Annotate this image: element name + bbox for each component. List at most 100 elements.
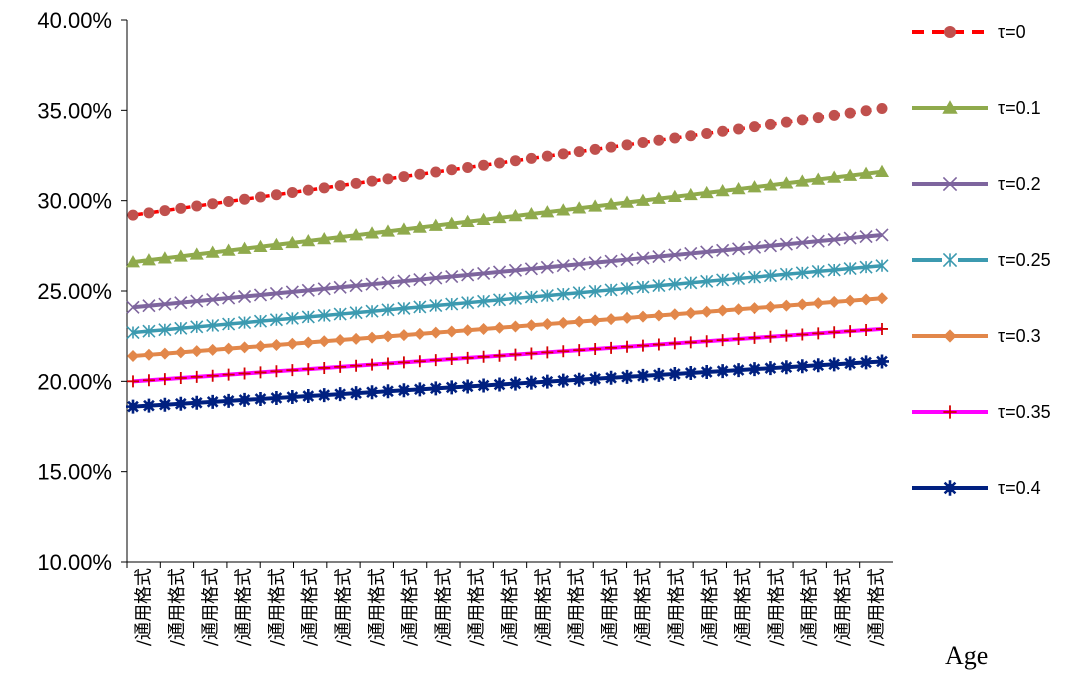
data-point (239, 193, 251, 205)
data-point (716, 334, 729, 347)
data-point (333, 307, 347, 321)
data-point-core (447, 383, 456, 392)
data-point (572, 257, 586, 271)
data-point (492, 210, 507, 224)
data-point (333, 230, 348, 243)
data-point (733, 123, 745, 135)
data-point (843, 231, 857, 245)
data-point (589, 343, 602, 356)
data-point (222, 291, 236, 305)
data-point (158, 347, 171, 360)
data-point (158, 297, 172, 311)
x-tick-label: /通用格式 (367, 568, 388, 646)
data-point (764, 118, 776, 130)
data-point (460, 214, 475, 227)
data-point (301, 310, 315, 324)
data-point (142, 299, 156, 313)
data-point (429, 354, 442, 367)
data-point (254, 366, 267, 379)
data-point-core (718, 367, 727, 376)
data-point (605, 313, 618, 326)
data-point (446, 164, 458, 176)
data-point (174, 371, 187, 384)
y-tick-label: 40.00% (37, 8, 112, 33)
legend-entry-2: τ=0.2 (912, 174, 1041, 194)
data-point (205, 245, 220, 258)
data-point (524, 290, 538, 304)
data-point (494, 157, 506, 169)
legend-entry-3: τ=0.25 (912, 250, 1051, 270)
data-point-core (670, 369, 679, 378)
legend-entry-1: τ=0.1 (912, 98, 1041, 118)
data-point-core (192, 398, 201, 407)
data-point (366, 331, 379, 344)
data-point-core (352, 389, 361, 398)
data-point (492, 265, 507, 279)
series-4 (127, 292, 888, 363)
data-point-core (543, 377, 552, 386)
data-point (381, 276, 395, 290)
y-tick-label: 15.00% (37, 460, 112, 485)
legend-label: τ=0.2 (998, 174, 1041, 194)
data-point (828, 326, 841, 339)
data-point (621, 311, 634, 324)
series-3 (126, 259, 889, 340)
data-point (684, 246, 698, 261)
data-point (652, 249, 666, 264)
data-point (318, 335, 331, 348)
data-point (683, 187, 698, 201)
x-tick-label: /通用格式 (167, 568, 188, 646)
series-line (132, 233, 883, 310)
data-point (637, 137, 649, 149)
data-point (589, 314, 602, 327)
data-point-core (623, 372, 632, 381)
data-point (430, 166, 442, 178)
data-point (668, 337, 681, 350)
data-point (221, 243, 236, 256)
data-point (827, 233, 841, 247)
x-tick-label: /通用格式 (200, 568, 221, 646)
x-tick-label: /通用格式 (766, 568, 787, 646)
data-point-core (814, 361, 823, 370)
data-point (222, 317, 236, 331)
data-point-core (240, 395, 249, 404)
data-point (317, 308, 331, 323)
data-point (190, 294, 204, 308)
data-point-core (160, 400, 169, 409)
series-line (132, 263, 883, 335)
data-point (605, 341, 618, 354)
data-point (413, 300, 427, 314)
data-point (173, 249, 188, 262)
data-point-core (766, 364, 775, 373)
data-point (508, 263, 523, 277)
data-point (636, 251, 650, 265)
data-point (524, 207, 539, 220)
data-point (763, 239, 778, 253)
data-point (206, 318, 220, 333)
data-point (700, 305, 713, 318)
data-point (763, 269, 778, 283)
data-point (254, 340, 267, 353)
data-point (509, 155, 521, 167)
data-point (860, 105, 872, 117)
series-1 (126, 164, 889, 268)
data-point (748, 331, 761, 344)
y-tick-label: 25.00% (37, 279, 112, 304)
data-point (381, 303, 395, 317)
data-point (731, 182, 746, 195)
data-point (142, 324, 156, 338)
data-point (876, 103, 888, 115)
data-point-core (782, 363, 791, 372)
data-point (477, 350, 490, 363)
series-5 (127, 322, 888, 388)
data-point (701, 127, 713, 139)
data-point (285, 235, 300, 249)
data-point (191, 200, 203, 212)
data-point (828, 295, 841, 308)
data-point (652, 279, 666, 293)
data-point (413, 327, 426, 340)
data-point (812, 327, 825, 340)
x-tick-label: /通用格式 (467, 568, 488, 646)
legend-marker (943, 329, 957, 343)
data-point (509, 320, 522, 333)
